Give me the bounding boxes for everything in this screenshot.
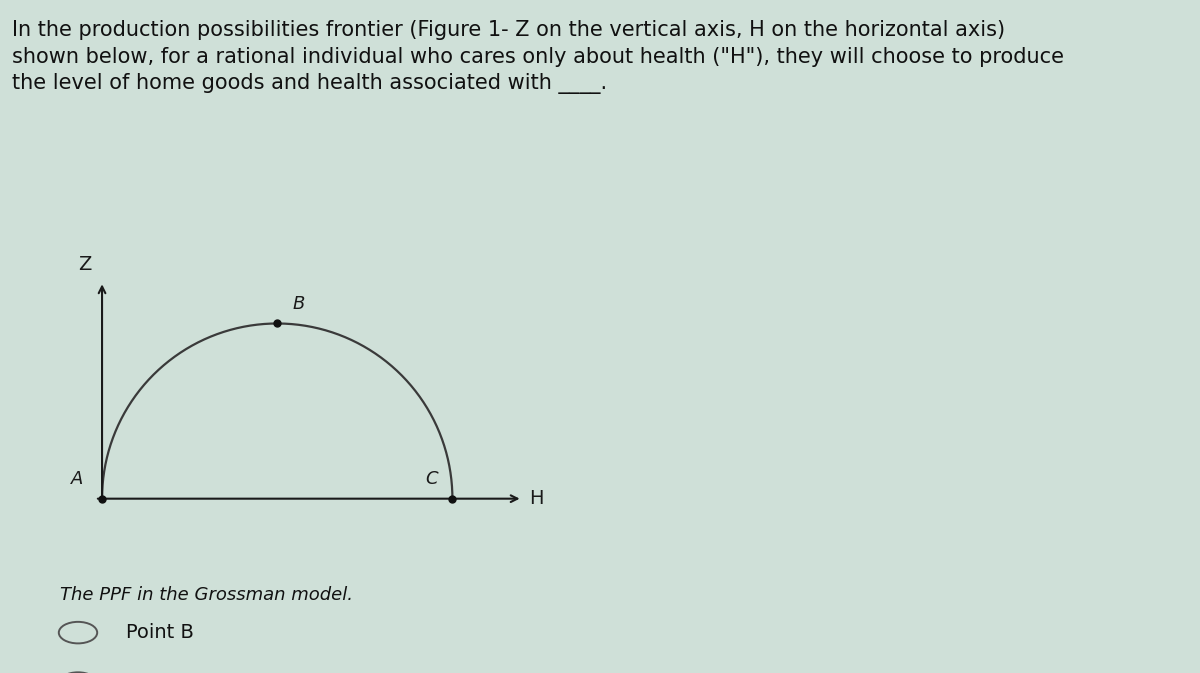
- Text: C: C: [425, 470, 438, 488]
- Text: A: A: [71, 470, 84, 488]
- Text: Point B: Point B: [126, 623, 194, 642]
- Text: Z: Z: [78, 256, 91, 275]
- Text: In the production possibilities frontier (Figure 1- Z on the vertical axis, H on: In the production possibilities frontier…: [12, 20, 1064, 94]
- Text: The PPF in the Grossman model.: The PPF in the Grossman model.: [60, 586, 353, 604]
- Text: B: B: [292, 295, 305, 313]
- Text: H: H: [529, 489, 544, 508]
